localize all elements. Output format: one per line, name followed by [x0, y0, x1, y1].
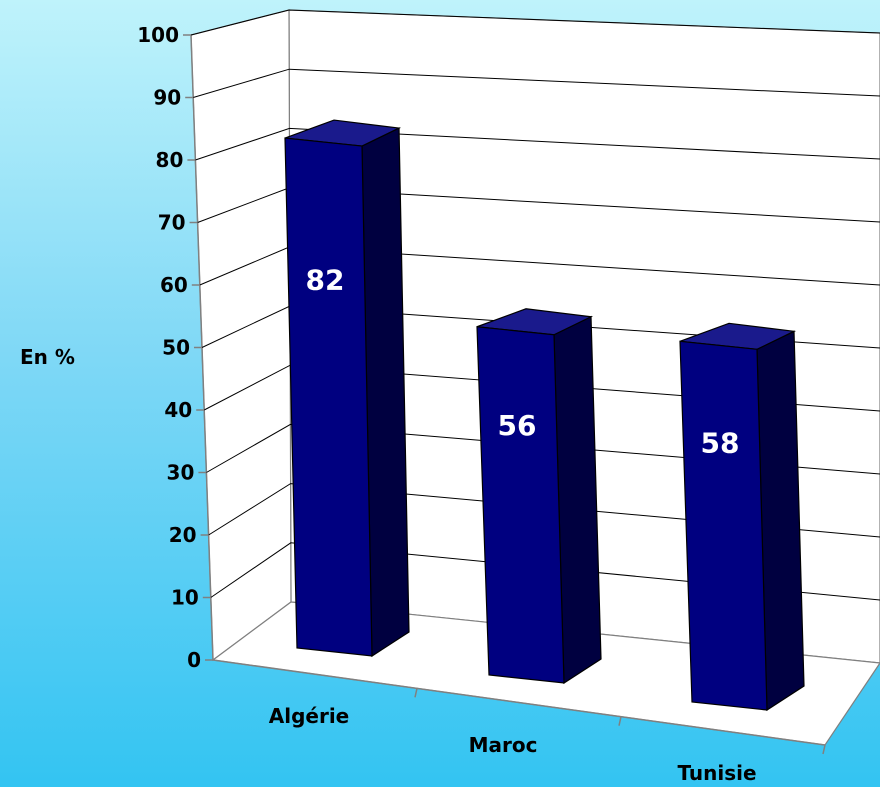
gridline: [208, 483, 880, 538]
x-tick-mark: [618, 716, 622, 726]
category-label: Maroc: [469, 733, 538, 757]
bars: 82 56 58: [284, 119, 805, 712]
gridline: [190, 9, 880, 36]
bar-front: [476, 326, 565, 684]
y-tick-label: 40: [164, 398, 192, 422]
y-axis-ticks: 0 10 20 30 40 50 60 70 80 90 100: [137, 23, 213, 672]
y-tick-label: 90: [153, 86, 181, 110]
data-label: 56: [498, 409, 537, 442]
y-tick-label: 100: [137, 23, 179, 47]
gridline: [193, 68, 880, 98]
side-wall: [190, 9, 292, 662]
data-label: 82: [306, 264, 345, 297]
y-tick-label: 10: [171, 586, 199, 610]
x-tick-mark: [414, 688, 418, 698]
gridline: [195, 127, 880, 161]
bar-front: [679, 340, 768, 711]
data-label: 58: [701, 427, 740, 460]
x-axis-line: [212, 659, 826, 746]
bar-Algérie: 82: [284, 119, 410, 658]
category-label: Algérie: [269, 704, 350, 728]
bar-Maroc: 56: [476, 308, 602, 685]
gridline: [210, 542, 880, 601]
x-axis-ticks: Algérie Maroc Tunisie: [269, 688, 826, 785]
y-tick-label: 60: [160, 273, 188, 297]
category-label: Tunisie: [677, 761, 756, 785]
y-tick-label: 80: [156, 148, 184, 172]
y-tick-label: 0: [187, 648, 201, 672]
y-axis-title: En %: [20, 345, 75, 369]
bar-front: [284, 137, 373, 657]
y-tick-label: 30: [167, 461, 195, 485]
bar-Tunisie: 58: [679, 322, 805, 712]
y-tick-label: 70: [158, 211, 186, 235]
y-tick-label: 20: [169, 523, 197, 547]
y-tick-label: 50: [162, 336, 190, 360]
x-tick-mark: [822, 744, 826, 755]
